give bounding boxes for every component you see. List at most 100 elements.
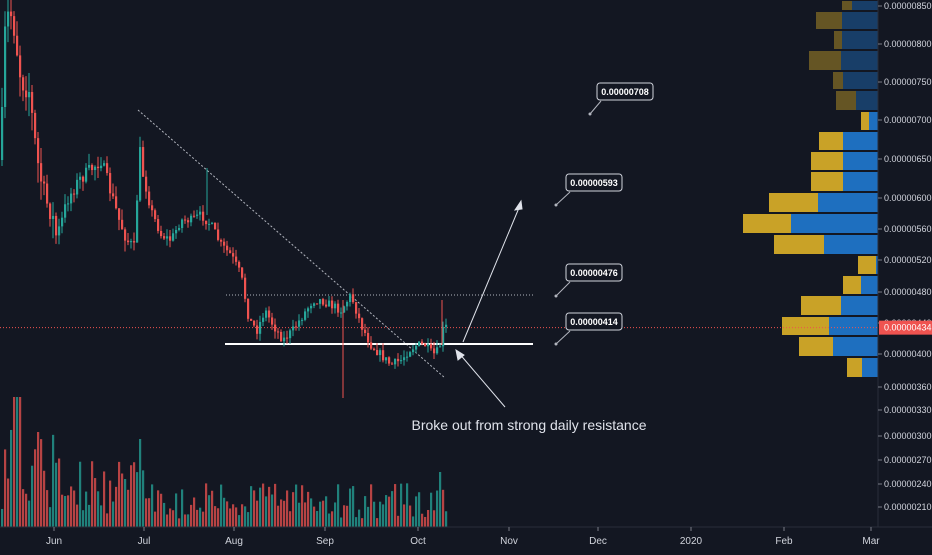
target-point xyxy=(554,294,558,298)
volume-bar xyxy=(343,505,346,527)
volume-bar xyxy=(13,397,16,527)
candlestick xyxy=(433,348,436,354)
volume-bar xyxy=(355,517,358,527)
candlestick xyxy=(322,299,325,305)
target-label-2: 0.00000593 xyxy=(570,178,618,188)
volume-bar xyxy=(169,508,172,527)
volume-bar xyxy=(103,471,106,527)
x-tick-label: Feb xyxy=(775,536,793,547)
candlestick xyxy=(331,300,334,309)
volume-bar xyxy=(235,507,238,527)
projection-arrow-line xyxy=(462,202,522,343)
y-tick-label: 0.00000520 xyxy=(884,255,932,265)
candlestick xyxy=(88,164,91,168)
y-tick-label: 0.00000210 xyxy=(884,502,932,512)
target-label-box xyxy=(596,82,654,101)
volume-bar xyxy=(184,514,187,527)
candlestick xyxy=(250,318,253,321)
volume-bar xyxy=(400,483,403,527)
volume-bar xyxy=(316,511,319,527)
candlestick xyxy=(115,196,118,209)
candlestick xyxy=(76,179,79,195)
candlestick xyxy=(103,163,106,166)
volume-bar xyxy=(298,502,301,527)
candlestick xyxy=(397,358,400,362)
volume-bar xyxy=(259,487,262,527)
target-label-box xyxy=(565,312,623,331)
volume-profile-sell-bar xyxy=(841,51,878,70)
candlestick xyxy=(304,311,307,320)
volume-bar xyxy=(43,470,46,527)
volume-bar xyxy=(241,504,244,527)
candlestick xyxy=(265,310,268,318)
candlestick xyxy=(214,222,217,230)
volume-profile-buy-bar xyxy=(774,235,824,254)
candlestick xyxy=(286,337,289,339)
volume-bar xyxy=(4,449,7,527)
candlestick xyxy=(205,220,208,225)
volume-bar xyxy=(394,484,397,527)
candlestick xyxy=(241,267,244,278)
volume-bar xyxy=(190,504,193,527)
candlestick xyxy=(391,363,394,365)
volume-bar xyxy=(265,496,268,527)
volume-bar xyxy=(232,504,235,527)
candlestick xyxy=(160,230,163,237)
volume-bar xyxy=(130,465,133,527)
candlestick xyxy=(361,318,364,330)
x-tick-label: Aug xyxy=(225,536,243,547)
candlestick xyxy=(55,215,58,236)
volume-profile-sell-bar xyxy=(833,337,878,356)
volume-profile-buy-bar xyxy=(809,51,841,70)
volume-bar xyxy=(337,484,340,527)
volume-bar xyxy=(19,397,22,527)
candlestick xyxy=(439,346,442,348)
candlestick xyxy=(91,164,94,171)
x-tick-label: Jun xyxy=(46,536,62,547)
candlestick xyxy=(58,226,61,236)
volume-bar xyxy=(214,506,217,527)
current-price-label: 0.00000434 xyxy=(884,323,932,333)
volume-bar xyxy=(379,501,382,527)
volume-bar xyxy=(385,495,388,527)
annotation-arrow-line xyxy=(457,351,506,408)
candlestick xyxy=(31,92,34,113)
volume-bar xyxy=(403,504,406,527)
volume-bar xyxy=(229,508,232,527)
volume-profile-sell-bar xyxy=(824,235,878,254)
candlestick xyxy=(337,303,340,313)
candlestick xyxy=(280,331,283,342)
candlestick xyxy=(79,176,82,180)
candlestick xyxy=(61,217,64,227)
candlestick xyxy=(112,193,115,197)
x-tick-label: Jul xyxy=(138,536,151,547)
volume-bar xyxy=(199,507,202,527)
candlestick xyxy=(319,299,322,304)
volume-bar xyxy=(142,470,145,527)
y-tick-label: 0.00000850 xyxy=(884,1,932,11)
candlestick xyxy=(268,310,271,318)
candlestick xyxy=(28,92,31,98)
candlestick xyxy=(196,214,199,216)
candlestick xyxy=(97,166,100,169)
candlestick xyxy=(271,317,274,325)
volume-bar xyxy=(418,492,421,527)
y-tick-label: 0.00000330 xyxy=(884,405,932,415)
candlestick xyxy=(148,191,151,206)
candlestick xyxy=(325,304,328,307)
volume-bar xyxy=(172,510,175,527)
volume-bar xyxy=(25,493,28,527)
candlestick xyxy=(223,241,226,246)
candlestick xyxy=(133,241,136,243)
volume-profile-sell-bar xyxy=(829,317,878,335)
volume-bar xyxy=(280,499,283,527)
volume-profile-sell-bar xyxy=(818,193,878,212)
candlestick xyxy=(277,331,280,333)
volume-bar xyxy=(226,501,229,527)
volume-bar xyxy=(250,486,253,527)
candlestick xyxy=(298,320,301,327)
volume-bar xyxy=(7,478,10,527)
x-tick-label: Mar xyxy=(862,536,880,547)
volume-bar xyxy=(277,505,280,527)
candlestick xyxy=(436,347,439,354)
